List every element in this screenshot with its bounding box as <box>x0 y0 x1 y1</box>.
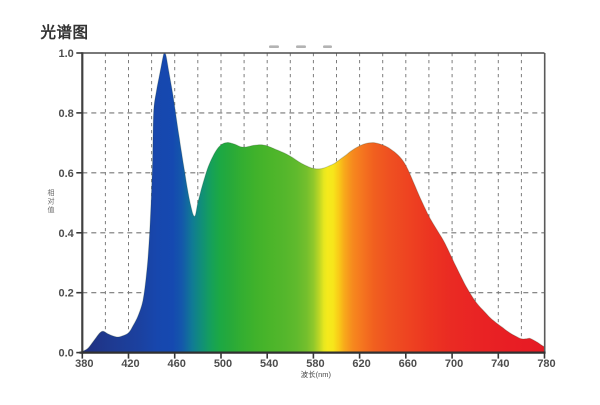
svg-text:380: 380 <box>75 358 93 370</box>
svg-text:1.0: 1.0 <box>59 48 74 60</box>
svg-text:值: 值 <box>48 205 55 214</box>
svg-text:0.2: 0.2 <box>59 288 74 300</box>
svg-text:700: 700 <box>445 358 463 370</box>
svg-text:500: 500 <box>214 358 232 370</box>
svg-text:0.8: 0.8 <box>59 108 74 120</box>
svg-text:0.0: 0.0 <box>59 348 74 360</box>
svg-text:660: 660 <box>399 358 417 370</box>
svg-text:0.6: 0.6 <box>59 168 74 180</box>
svg-text:相: 相 <box>48 188 55 197</box>
svg-text:光谱图: 光谱图 <box>40 23 89 42</box>
svg-text:740: 740 <box>491 358 509 370</box>
svg-text:对: 对 <box>48 197 55 206</box>
svg-text:460: 460 <box>168 358 186 370</box>
svg-text:580: 580 <box>306 358 324 370</box>
svg-text:波长(nm): 波长(nm) <box>301 369 332 379</box>
svg-text:780: 780 <box>537 358 555 370</box>
svg-text:620: 620 <box>352 358 370 370</box>
svg-text:420: 420 <box>121 358 139 370</box>
svg-text:0.4: 0.4 <box>59 228 75 240</box>
svg-text:540: 540 <box>260 358 278 370</box>
